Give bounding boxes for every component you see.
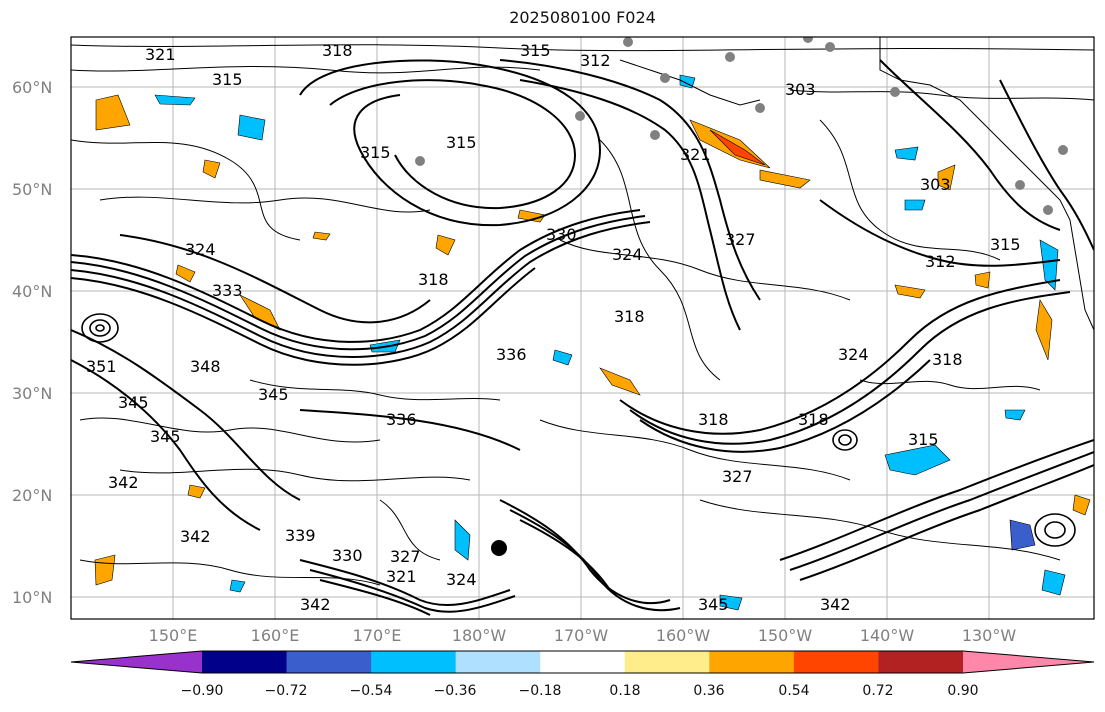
colorbar-swatch [540, 651, 626, 673]
station-dots [415, 37, 1068, 215]
contour-label: 318 [418, 270, 449, 289]
lat-label: 30°N [12, 384, 53, 403]
colorbar-tick-label: −0.54 [349, 683, 393, 699]
colorbar-tick-label: 0.36 [693, 683, 725, 699]
lon-label: 140°W [859, 626, 915, 645]
contour-label: 348 [190, 357, 221, 376]
shaded-negative [154, 74, 1066, 611]
contour-label: 330 [332, 546, 363, 565]
contour-label: 315 [520, 41, 551, 60]
colorbar-tick-label: 0.90 [947, 683, 979, 699]
colorbar-swatch [624, 651, 710, 673]
contour-label: 351 [86, 357, 117, 376]
colorbar-swatch [202, 651, 288, 673]
contour-label: 318 [698, 410, 729, 429]
colorbar-extend-max [963, 651, 1094, 673]
lon-label: 170°E [352, 626, 402, 645]
contour-label: 315 [212, 70, 243, 89]
colorbar-tick-label: −0.72 [264, 683, 308, 699]
lon-label: 180°W [451, 626, 507, 645]
contour-label: 324 [185, 240, 216, 259]
lon-label: 160°E [250, 626, 300, 645]
lat-label: 40°N [12, 282, 53, 301]
contour-label: 342 [180, 527, 211, 546]
contour-label: 327 [725, 230, 756, 249]
contour-label: 321 [145, 45, 176, 64]
colorbar-swatch [286, 651, 372, 673]
colorbar-swatch [793, 651, 879, 673]
contour-label: 318 [614, 307, 645, 326]
contour-label: 315 [908, 430, 939, 449]
colorbar-swatch [371, 651, 457, 673]
colorbar-tick-label: 0.18 [609, 683, 641, 699]
contour-label: 303 [785, 80, 816, 99]
contour-label: 315 [446, 133, 477, 152]
contour-label: 345 [258, 385, 289, 404]
contour-label: 324 [838, 345, 869, 364]
colorbar-outline [70, 650, 1095, 674]
colorbar-tick-label: −0.90 [180, 683, 224, 699]
lon-label: 150°E [148, 626, 198, 645]
lon-label: 130°W [961, 626, 1017, 645]
contour-label: 333 [212, 281, 243, 300]
colorbar-tick-label: −0.36 [433, 683, 477, 699]
contour-label: 327 [390, 547, 421, 566]
coastline [619, 37, 1094, 331]
contour-label: 336 [386, 410, 417, 429]
contour-label: 318 [932, 350, 963, 369]
closed-centers [81, 313, 1076, 547]
contour-label: 345 [118, 393, 149, 412]
contour-label: 312 [580, 51, 611, 70]
contour-label: 342 [820, 595, 851, 614]
contour-label: 336 [496, 345, 527, 364]
contour-label: 327 [722, 467, 753, 486]
colorbar-swatch [878, 651, 964, 673]
plot-title: 2025080100 F024 [509, 8, 656, 27]
map-frame [70, 36, 1095, 620]
lon-label: 170°W [553, 626, 609, 645]
contour-label: 342 [108, 473, 139, 492]
contour-label: 321 [680, 145, 711, 164]
storm-center-marker [491, 540, 507, 556]
contour-label: 312 [925, 252, 956, 271]
colorbar-extend-min [71, 651, 202, 673]
lon-label: 150°W [757, 626, 813, 645]
colorbar-tick-label: 0.54 [778, 683, 810, 699]
contour-label: 321 [386, 567, 417, 586]
thick-contours [71, 59, 1094, 616]
colorbar [70, 650, 1095, 674]
lat-label: 60°N [12, 78, 53, 97]
contour-label: 315 [360, 143, 391, 162]
contour-label: 315 [990, 235, 1021, 254]
lat-label: 20°N [12, 486, 53, 505]
contour-label: 318 [322, 41, 353, 60]
lat-label: 50°N [12, 180, 53, 199]
shaded-positive [94, 94, 1091, 586]
contour-label: 303 [920, 175, 951, 194]
colorbar-tick-label: −0.18 [518, 683, 562, 699]
colorbar-swatch [709, 651, 795, 673]
colorbar-swatch [455, 651, 541, 673]
contour-label: 345 [698, 595, 729, 614]
thin-contours [71, 44, 1094, 586]
contour-label: 324 [446, 570, 477, 589]
contour-label: 330 [546, 225, 577, 244]
lon-label: 160°W [655, 626, 711, 645]
contour-label: 339 [285, 526, 316, 545]
colorbar-tick-label: 0.72 [862, 683, 894, 699]
contour-label: 318 [798, 410, 829, 429]
contour-label-group: 321 315 318 315 312 315 315 324 327 321 … [86, 41, 1021, 614]
contour-label: 345 [150, 427, 181, 446]
lat-label: 10°N [12, 588, 53, 607]
contour-label: 324 [612, 245, 643, 264]
contour-label: 342 [300, 595, 331, 614]
